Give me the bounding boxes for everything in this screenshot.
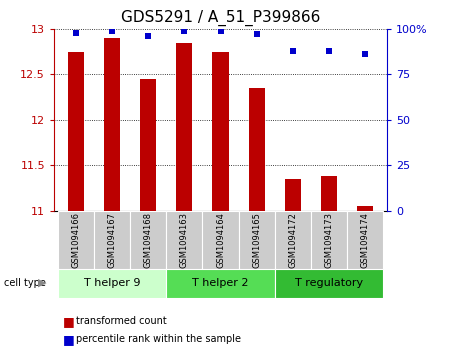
Bar <box>275 269 383 298</box>
Bar <box>212 52 229 211</box>
Bar <box>166 211 203 269</box>
Bar <box>166 269 275 298</box>
Bar <box>94 211 130 269</box>
Text: ■: ■ <box>63 315 75 328</box>
Text: T regulatory: T regulatory <box>295 278 363 288</box>
Text: GSM1094168: GSM1094168 <box>144 212 153 268</box>
Bar <box>275 211 311 269</box>
Text: cell type: cell type <box>4 278 46 288</box>
Text: T helper 9: T helper 9 <box>84 278 140 288</box>
Point <box>253 32 260 37</box>
Bar <box>176 43 193 211</box>
Text: ▶: ▶ <box>38 278 47 288</box>
Text: GSM1094165: GSM1094165 <box>252 212 261 268</box>
Bar <box>285 179 301 211</box>
Bar <box>357 206 374 211</box>
Bar <box>58 269 166 298</box>
Bar <box>130 211 166 269</box>
Bar <box>68 52 84 211</box>
Bar <box>58 211 94 269</box>
Point <box>72 30 79 36</box>
Bar <box>104 38 120 211</box>
Title: GDS5291 / A_51_P399866: GDS5291 / A_51_P399866 <box>121 10 320 26</box>
Text: GSM1094166: GSM1094166 <box>71 212 80 268</box>
Text: T helper 2: T helper 2 <box>192 278 249 288</box>
Bar <box>248 88 265 211</box>
Point <box>217 28 224 34</box>
Point <box>144 33 152 39</box>
Text: GSM1094163: GSM1094163 <box>180 212 189 268</box>
Bar <box>202 211 238 269</box>
Text: GSM1094167: GSM1094167 <box>108 212 117 268</box>
Bar <box>311 211 347 269</box>
Bar <box>321 176 337 211</box>
Bar <box>347 211 383 269</box>
Text: GSM1094164: GSM1094164 <box>216 212 225 268</box>
Bar <box>238 211 275 269</box>
Point <box>362 52 369 57</box>
Point <box>289 48 297 54</box>
Text: ■: ■ <box>63 333 75 346</box>
Text: GSM1094172: GSM1094172 <box>288 212 297 268</box>
Point <box>108 28 116 34</box>
Text: GSM1094173: GSM1094173 <box>324 212 333 268</box>
Text: GSM1094174: GSM1094174 <box>361 212 370 268</box>
Text: percentile rank within the sample: percentile rank within the sample <box>76 334 242 344</box>
Point <box>325 48 333 54</box>
Point <box>181 28 188 34</box>
Text: transformed count: transformed count <box>76 316 167 326</box>
Bar <box>140 79 156 211</box>
